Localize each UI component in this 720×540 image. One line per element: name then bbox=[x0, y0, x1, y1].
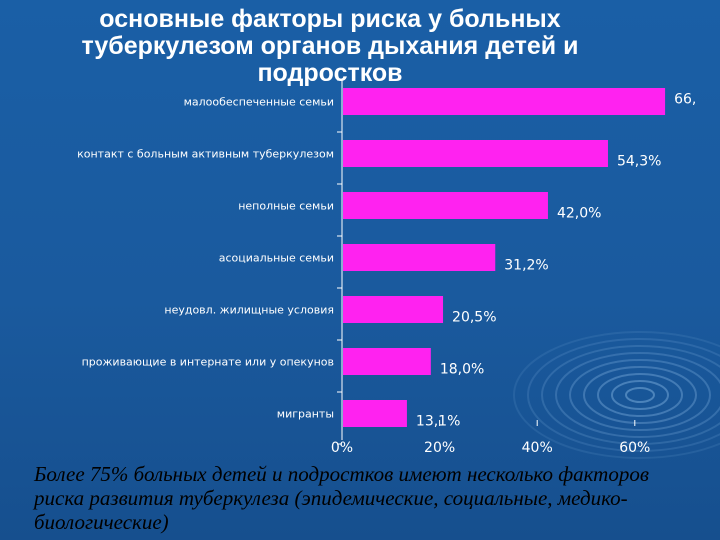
data-label: 20,5% bbox=[452, 310, 496, 326]
ripple-ring bbox=[625, 387, 655, 403]
bar bbox=[343, 400, 407, 427]
data-label: 13,1% bbox=[416, 414, 460, 430]
ripple-ring bbox=[569, 359, 711, 431]
ripple-ring bbox=[555, 352, 720, 438]
category-label: проживающие в интернате или у опекунов bbox=[82, 356, 334, 369]
data-label: 66, bbox=[674, 92, 696, 108]
ripple-ring bbox=[541, 345, 720, 445]
bar bbox=[343, 88, 666, 115]
slide-caption: Более 75% больных детей и подростков име… bbox=[34, 462, 649, 534]
category-label: малообеспеченные семьи bbox=[184, 96, 334, 109]
x-tick-label: 40% bbox=[522, 440, 553, 456]
ripple-ring bbox=[527, 338, 720, 452]
bar bbox=[343, 348, 431, 375]
data-label: 18,0% bbox=[440, 362, 484, 378]
category-label: неполные семьи bbox=[238, 200, 334, 213]
category-label: мигранты bbox=[277, 408, 334, 421]
bar bbox=[343, 296, 444, 323]
bar bbox=[343, 140, 608, 167]
x-tick-label: 60% bbox=[619, 440, 650, 456]
x-tick-label: 0% bbox=[331, 440, 353, 456]
category-label: контакт с больным активным туберкулезом bbox=[77, 148, 334, 161]
bar bbox=[343, 244, 496, 271]
category-label: асоциальные семьи bbox=[219, 252, 334, 265]
x-tick-label: 20% bbox=[424, 440, 455, 456]
data-label: 42,0% bbox=[557, 206, 601, 222]
category-label: неудовл. жилищные условия bbox=[164, 304, 334, 317]
data-label: 31,2% bbox=[504, 258, 548, 274]
ripple-ring bbox=[583, 366, 697, 424]
ripple-ring bbox=[611, 380, 669, 410]
bar bbox=[343, 192, 548, 219]
ripple-ring bbox=[513, 331, 720, 459]
ripple-ring bbox=[597, 373, 683, 417]
slide-title: основные факторы риска у больных туберку… bbox=[81, 5, 579, 87]
data-label: 54,3% bbox=[617, 154, 661, 170]
